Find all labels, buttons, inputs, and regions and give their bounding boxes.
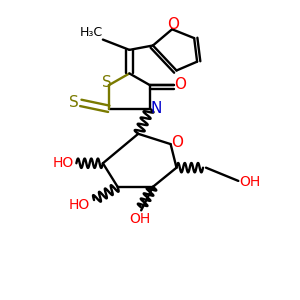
Text: O: O — [171, 135, 183, 150]
Text: N: N — [151, 101, 162, 116]
Text: OH: OH — [239, 176, 261, 189]
Text: HO: HO — [69, 198, 90, 212]
Text: O: O — [168, 17, 180, 32]
Text: H₃C: H₃C — [80, 26, 103, 39]
Text: S: S — [70, 95, 79, 110]
Text: O: O — [174, 77, 186, 92]
Text: S: S — [101, 75, 111, 90]
Text: OH: OH — [129, 212, 150, 226]
Text: HO: HO — [52, 156, 74, 170]
